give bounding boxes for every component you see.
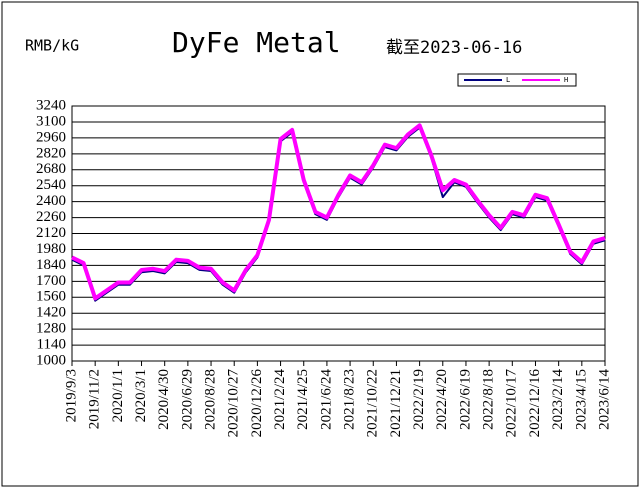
series-line bbox=[71, 123, 606, 301]
y-tick-label: 1700 bbox=[36, 273, 66, 289]
legend-label: H bbox=[564, 76, 568, 84]
x-tick-label: 2020/6/29 bbox=[179, 369, 195, 430]
legend-box bbox=[457, 73, 577, 87]
x-tick-label: 2021/4/25 bbox=[295, 369, 311, 430]
x-tick-label: 2021/10/22 bbox=[365, 369, 381, 437]
x-tick-label: 2023/2/14 bbox=[550, 369, 566, 430]
x-tick-label: 2022/10/17 bbox=[504, 369, 520, 438]
date-note: 截至2023-06-16 bbox=[386, 38, 522, 58]
y-tick-label: 2820 bbox=[36, 145, 66, 161]
unit-label: RMB/kG bbox=[25, 37, 79, 55]
y-tick-label: 3240 bbox=[36, 97, 66, 113]
x-tick-label: 2022/8/18 bbox=[481, 369, 497, 430]
y-tick-label: 2540 bbox=[36, 177, 66, 193]
x-tick-label: 2022/4/20 bbox=[434, 369, 450, 430]
x-tick-label: 2020/4/30 bbox=[156, 369, 172, 430]
y-tick-label: 1000 bbox=[36, 352, 66, 368]
x-tick-label: 2023/6/14 bbox=[596, 369, 612, 430]
y-tick-label: 2680 bbox=[36, 161, 66, 177]
y-tick-label: 1280 bbox=[36, 321, 66, 337]
x-tick-label: 2022/2/19 bbox=[411, 369, 427, 430]
chart-title: DyFe Metal bbox=[172, 26, 341, 59]
x-tick-label: 2020/1/1 bbox=[110, 369, 126, 422]
y-tick-label: 2260 bbox=[36, 209, 66, 225]
legend-label: L bbox=[506, 76, 510, 84]
x-tick-label: 2023/4/15 bbox=[573, 369, 589, 430]
x-tick-label: 2020/10/27 bbox=[226, 369, 242, 438]
y-tick-label: 2960 bbox=[36, 129, 66, 145]
x-tick-label: 2019/11/2 bbox=[87, 369, 103, 429]
x-tick-label: 2020/12/26 bbox=[249, 369, 265, 438]
x-tick-label: 2020/3/1 bbox=[133, 369, 149, 422]
y-tick-label: 1840 bbox=[36, 257, 66, 273]
y-tick-label: 3100 bbox=[36, 113, 66, 129]
x-tick-label: 2020/8/28 bbox=[202, 369, 218, 430]
x-tick-label: 2022/12/16 bbox=[527, 369, 543, 438]
y-tick-label: 1420 bbox=[36, 305, 66, 321]
x-tick-label: 2021/8/23 bbox=[342, 369, 358, 430]
x-tick-label: 2021/6/24 bbox=[318, 369, 334, 430]
y-tick-label: 1980 bbox=[36, 241, 66, 257]
y-tick-label: 2400 bbox=[36, 193, 66, 209]
y-tick-label: 2120 bbox=[36, 225, 66, 241]
x-tick-label: 2019/9/3 bbox=[63, 369, 79, 422]
y-tick-label: 1140 bbox=[37, 337, 66, 353]
x-tick-label: 2021/12/21 bbox=[388, 369, 404, 437]
y-tick-label: 1560 bbox=[36, 289, 66, 305]
x-tick-label: 2022/6/19 bbox=[457, 369, 473, 430]
x-tick-label: 2021/2/24 bbox=[272, 369, 288, 430]
